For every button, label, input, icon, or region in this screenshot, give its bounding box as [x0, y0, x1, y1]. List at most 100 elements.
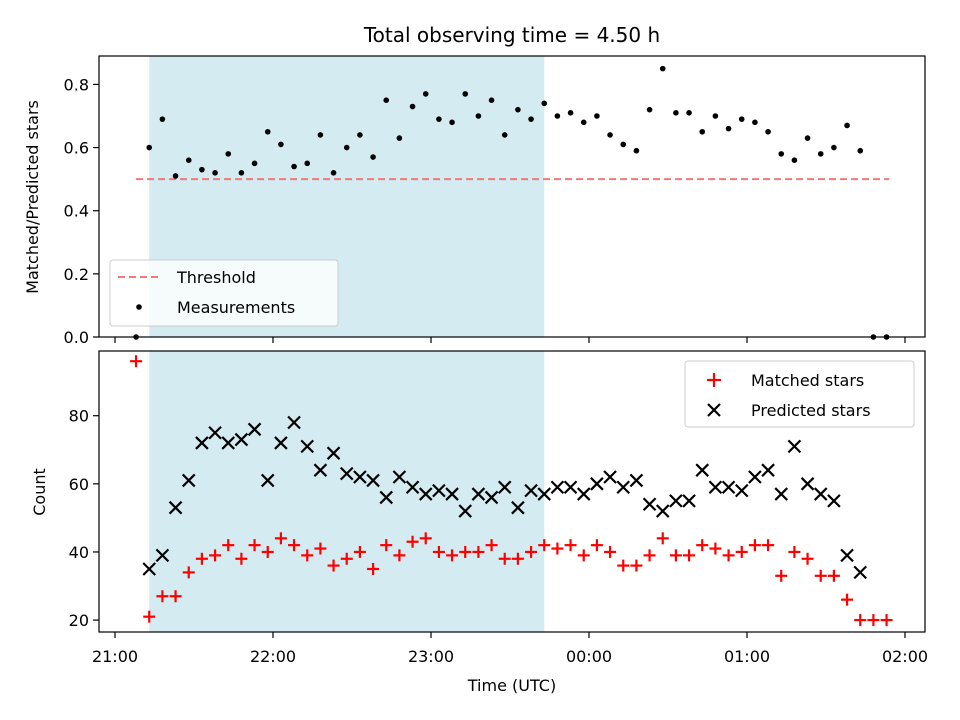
- measurement-point: [172, 173, 179, 179]
- measurement-point: [304, 160, 311, 167]
- measurement-point: [752, 119, 758, 126]
- matched-stars-point: [788, 545, 801, 558]
- predicted-stars-point: [405, 480, 420, 495]
- bottom-xlabel: Time (UTC): [467, 676, 556, 695]
- matched-stars-point: [459, 545, 472, 558]
- legend-threshold-label: Threshold: [176, 268, 256, 287]
- matched-stars-point: [353, 545, 366, 558]
- predicted-stars-point: [774, 487, 789, 501]
- predicted-stars-point: [234, 432, 249, 447]
- matched-stars-point: [630, 559, 643, 572]
- matched-stars-point: [538, 539, 551, 552]
- predicted-stars-point: [721, 480, 736, 495]
- bottom-yticks: 20 40 60 80: [69, 407, 99, 630]
- matched-stars-point: [261, 545, 274, 558]
- matched-stars-point: [669, 549, 682, 562]
- matched-stars-point: [709, 542, 722, 555]
- matched-stars-point: [235, 552, 248, 565]
- bottom-xticks: 21:00 22:00 23:00 00:00 01:00 02:00: [92, 632, 928, 666]
- predicted-stars-point: [787, 439, 802, 454]
- matched-stars-point: [130, 355, 143, 368]
- matched-stars-point: [867, 614, 880, 627]
- bottom-points-layer: [130, 355, 893, 627]
- predicted-stars-point: [655, 504, 670, 518]
- matched-stars-point: [525, 545, 538, 558]
- measurement-point: [699, 128, 706, 135]
- measurement-point: [712, 113, 719, 119]
- measurement-point: [159, 116, 166, 122]
- predicted-stars-point: [287, 415, 301, 430]
- matched-stars-point: [143, 610, 156, 623]
- predicted-stars-point: [353, 470, 367, 484]
- measurement-point: [594, 113, 600, 119]
- predicted-stars-point: [471, 487, 486, 501]
- measurement-point: [238, 170, 245, 176]
- measurement-point: [422, 91, 429, 97]
- predicted-stars-point: [168, 500, 183, 515]
- measurement-point: [488, 97, 495, 104]
- matched-stars-point: [722, 549, 735, 562]
- matched-stars-point: [248, 539, 261, 552]
- measurement-point: [738, 116, 745, 122]
- y-tick-label: 80: [69, 407, 89, 426]
- matched-stars-point: [551, 542, 564, 555]
- matched-stars-point: [393, 549, 406, 562]
- matched-stars-point: [814, 569, 827, 582]
- matched-stars-point: [841, 593, 854, 606]
- matched-stars-point: [195, 552, 208, 565]
- matched-stars-point: [735, 545, 748, 558]
- matched-stars-point: [432, 545, 445, 558]
- predicted-stars-point: [511, 500, 525, 515]
- predicted-stars-point: [497, 480, 512, 495]
- measurement-point: [791, 157, 798, 163]
- predicted-stars-point: [392, 470, 407, 484]
- x-tick-label: 02:00: [882, 647, 928, 666]
- predicted-stars-point: [195, 436, 209, 450]
- predicted-stars-point: [458, 504, 473, 518]
- predicted-stars-point: [208, 425, 222, 440]
- measurement-point: [515, 106, 521, 113]
- predicted-stars-point: [445, 487, 459, 501]
- measurement-point: [857, 147, 864, 154]
- matched-stars-point: [564, 539, 577, 552]
- predicted-stars-point: [576, 487, 591, 501]
- predicted-stars-point: [682, 494, 696, 508]
- predicted-stars-point: [708, 480, 723, 495]
- predicted-stars-point: [313, 463, 328, 477]
- measurement-point: [686, 110, 692, 116]
- x-tick-label: 22:00: [250, 647, 296, 666]
- measurement-point: [370, 154, 376, 160]
- predicted-stars-point: [181, 473, 196, 488]
- matched-stars-point: [419, 532, 432, 545]
- measurement-point: [225, 151, 232, 157]
- predicted-stars-point: [274, 436, 288, 450]
- measurement-point: [409, 103, 416, 110]
- measurement-point: [475, 113, 482, 119]
- matched-stars-point: [327, 559, 340, 572]
- top-axes-frame: [98, 55, 926, 338]
- top-panel: 0.0 0.2 0.4 0.6 0.8 Total observing time = 4…: [23, 23, 926, 347]
- matched-stars-point: [222, 539, 235, 552]
- measurement-point: [607, 132, 613, 138]
- predicted-stars-point: [339, 466, 354, 481]
- measurement-point: [554, 113, 561, 119]
- predicted-stars-point: [221, 436, 236, 450]
- x-tick-label: 21:00: [92, 647, 138, 666]
- legend-matched-label: Matched stars: [751, 371, 864, 390]
- predicted-stars-point: [642, 497, 657, 512]
- predicted-stars-point: [142, 562, 157, 576]
- predicted-stars-point: [629, 473, 644, 488]
- measurement-point: [567, 110, 574, 116]
- matched-stars-point: [617, 559, 630, 572]
- matched-stars-point: [604, 545, 617, 558]
- matched-stars-point: [314, 542, 327, 555]
- predicted-stars-point: [603, 470, 617, 484]
- measurement-point: [778, 151, 785, 157]
- matched-stars-point: [301, 549, 314, 562]
- measurement-point: [357, 132, 363, 138]
- y-tick-label: 0.0: [64, 328, 89, 347]
- measurement-point: [844, 122, 850, 129]
- matched-stars-point: [498, 552, 511, 565]
- measurement-point: [725, 125, 732, 132]
